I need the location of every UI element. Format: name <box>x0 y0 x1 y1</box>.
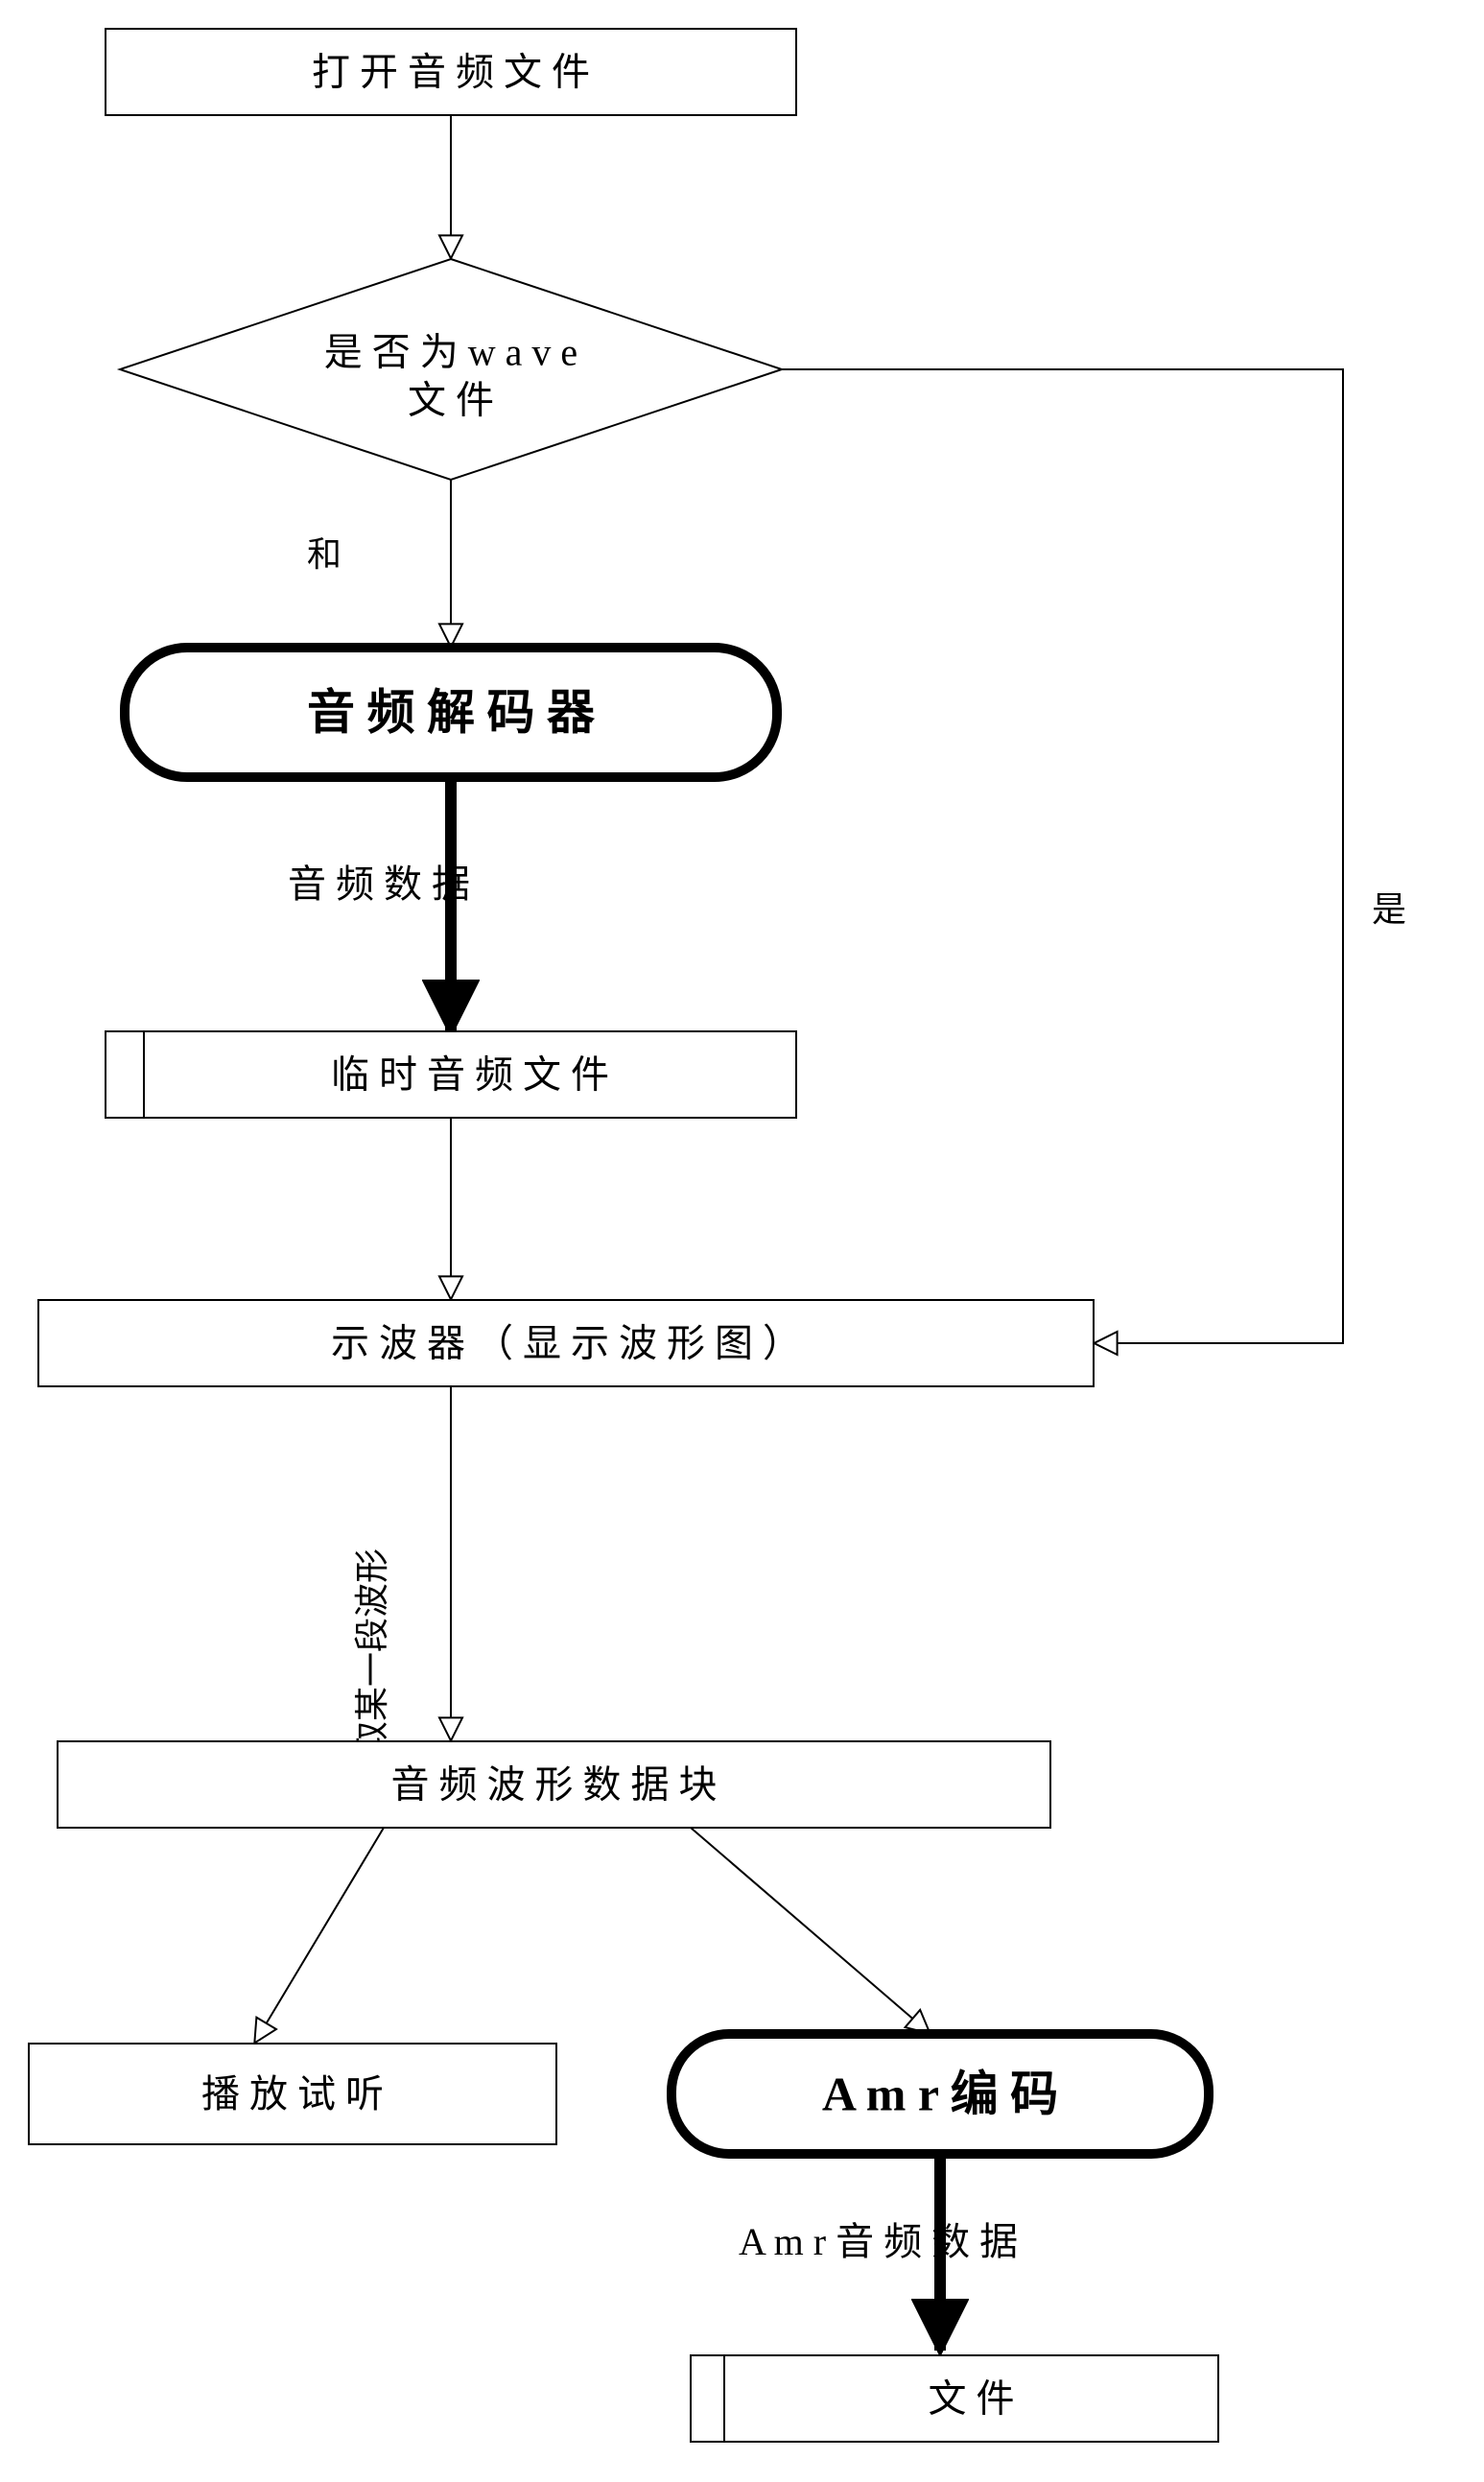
node-play: 播 放 试 听 <box>29 2044 556 2144</box>
node-oscilloscope: 示 波 器 （ 显 示 波 形 图 ） <box>38 1300 1094 1386</box>
node-open_file: 打 开 音 频 文 件 <box>106 29 796 115</box>
node-file: 文 件 <box>691 2355 1218 2442</box>
edge-label-amr_encode-file: A m r 音 频 数 据 <box>739 2220 1018 2263</box>
node-is_wave: 是 否 为 w a v e 文 件 <box>120 259 782 480</box>
node-decoder-label: 音 频 解 码 器 <box>307 686 596 740</box>
node-file-label: 文 件 <box>929 2377 1015 2421</box>
edge-label-is_wave-decoder: 和 <box>307 535 342 574</box>
node-is_wave-label2: 文 件 <box>408 379 494 422</box>
node-oscilloscope-label: 示 波 器 （ 显 示 波 形 图 ） <box>331 1322 801 1365</box>
flowchart-canvas: 和是音 频 数 据选取某一段波形A m r 音 频 数 据打 开 音 频 文 件… <box>0 0 1484 2482</box>
node-temp_file-label: 临 时 音 频 文 件 <box>331 1053 609 1097</box>
node-data_block: 音 频 波 形 数 据 块 <box>58 1741 1050 1828</box>
node-amr_encode-label: A m r 编 码 <box>822 2068 1058 2121</box>
edge-label-decoder-temp_file: 音 频 数 据 <box>288 863 470 906</box>
node-data_block-label: 音 频 波 形 数 据 块 <box>391 1763 718 1807</box>
edge-data_block-amr_encode <box>691 1828 930 2034</box>
node-is_wave-label1: 是 否 为 w a v e <box>324 331 577 374</box>
node-play-label: 播 放 试 听 <box>201 2072 384 2116</box>
edge-label-is_wave-oscilloscope: 是 <box>1372 890 1406 929</box>
edge-data_block-play <box>254 1828 384 2044</box>
node-open_file-label: 打 开 音 频 文 件 <box>312 51 590 94</box>
node-amr_encode: A m r 编 码 <box>671 2034 1209 2154</box>
node-decoder: 音 频 解 码 器 <box>125 648 777 777</box>
edge-is_wave-oscilloscope <box>782 369 1343 1343</box>
node-temp_file: 临 时 音 频 文 件 <box>106 1031 796 1118</box>
